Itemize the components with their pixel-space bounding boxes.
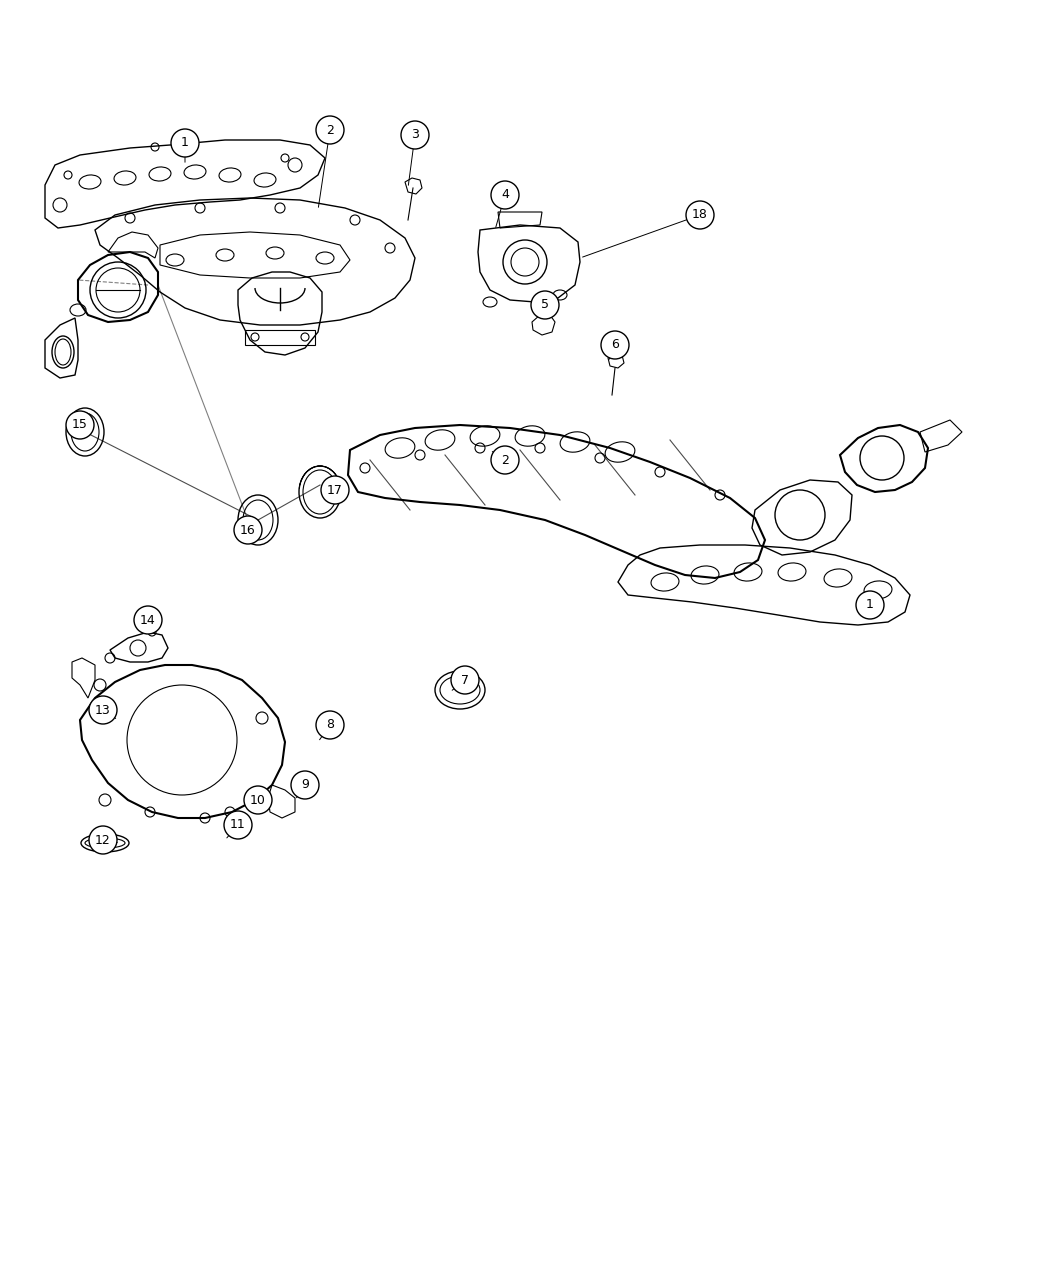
Circle shape (134, 606, 162, 634)
Circle shape (171, 129, 200, 157)
Text: 13: 13 (96, 704, 111, 717)
Circle shape (321, 476, 349, 504)
Text: 1: 1 (866, 598, 874, 612)
Text: 15: 15 (72, 418, 88, 431)
Text: 14: 14 (140, 613, 155, 626)
Text: 2: 2 (501, 454, 509, 467)
Text: 16: 16 (240, 524, 256, 537)
Circle shape (234, 516, 262, 544)
Text: 10: 10 (250, 793, 266, 807)
Circle shape (89, 696, 117, 724)
Circle shape (244, 785, 272, 813)
Text: 11: 11 (230, 819, 246, 831)
Text: 5: 5 (541, 298, 549, 311)
Circle shape (316, 711, 344, 739)
Circle shape (686, 201, 714, 229)
Circle shape (224, 811, 252, 839)
Circle shape (291, 771, 319, 799)
Circle shape (401, 121, 429, 149)
Circle shape (491, 446, 519, 474)
Text: 6: 6 (611, 338, 618, 352)
Text: 12: 12 (96, 834, 111, 847)
Circle shape (452, 666, 479, 694)
Circle shape (601, 332, 629, 360)
Text: 18: 18 (692, 209, 708, 222)
Circle shape (531, 291, 559, 319)
Circle shape (491, 181, 519, 209)
Text: 2: 2 (327, 124, 334, 136)
Text: 7: 7 (461, 673, 469, 686)
Text: 3: 3 (411, 129, 419, 142)
Text: 4: 4 (501, 189, 509, 201)
Text: 17: 17 (327, 483, 343, 496)
Text: 9: 9 (301, 779, 309, 792)
Circle shape (856, 592, 884, 618)
Text: 8: 8 (326, 719, 334, 732)
Circle shape (89, 826, 117, 854)
Circle shape (66, 411, 94, 439)
Circle shape (316, 116, 344, 144)
Text: 1: 1 (181, 136, 189, 149)
